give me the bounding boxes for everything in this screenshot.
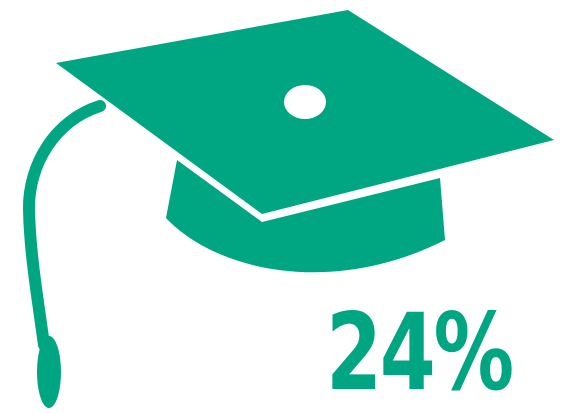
tassel-end bbox=[37, 336, 61, 408]
percentage-value: 24% bbox=[326, 291, 514, 414]
cap-button bbox=[284, 85, 326, 119]
tassel-cord bbox=[22, 100, 106, 351]
cap-base bbox=[166, 160, 445, 273]
